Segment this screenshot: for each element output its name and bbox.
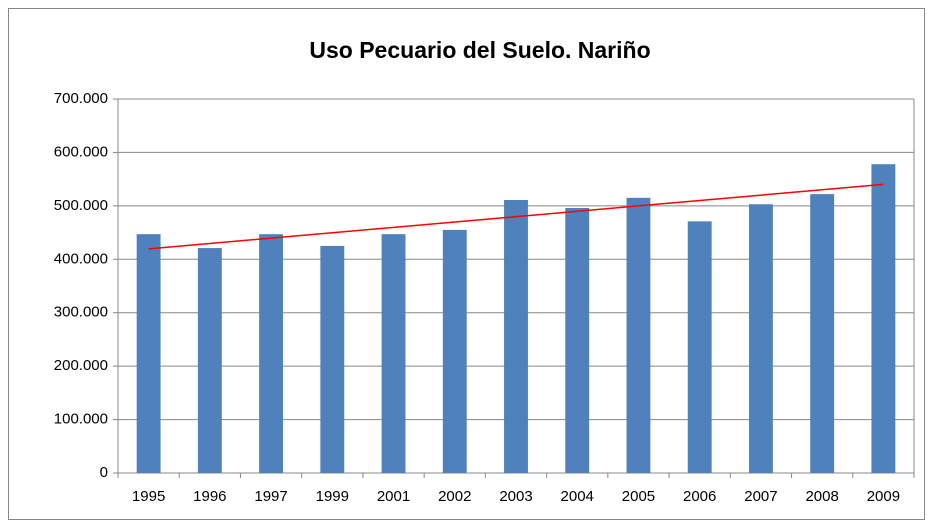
trendline xyxy=(148,183,884,250)
bar xyxy=(197,248,222,473)
y-tick-label: 0 xyxy=(100,464,108,481)
y-tick-label: 500.000 xyxy=(54,197,108,214)
bar xyxy=(504,199,528,474)
x-tick-label: 1997 xyxy=(254,488,287,505)
x-tick-label: 2008 xyxy=(805,488,838,505)
y-tick-label: 400.000 xyxy=(54,250,108,267)
x-tick-label: 2002 xyxy=(438,488,471,505)
bar xyxy=(871,164,896,473)
y-tick-label: 300.000 xyxy=(54,304,108,321)
bar xyxy=(626,197,651,474)
bar xyxy=(381,234,406,473)
x-tick-label: 2004 xyxy=(561,488,594,505)
bar xyxy=(687,221,712,473)
y-tick-label: 100.000 xyxy=(54,411,108,428)
x-tick-label: 1996 xyxy=(193,488,226,505)
x-tick-label: 2009 xyxy=(867,488,900,505)
y-tick-label: 200.000 xyxy=(54,357,108,374)
x-tick-label: 1999 xyxy=(316,488,349,505)
bar xyxy=(748,204,773,474)
x-tick-label: 1995 xyxy=(132,488,165,505)
x-tick-label: 2007 xyxy=(744,488,777,505)
bar xyxy=(442,229,467,473)
bar xyxy=(565,207,590,473)
y-tick-label: 700.000 xyxy=(54,90,108,107)
bar xyxy=(136,234,161,473)
bar xyxy=(810,194,835,474)
x-tick-label: 2006 xyxy=(683,488,716,505)
chart-title: Uso Pecuario del Suelo. Nariño xyxy=(309,37,650,63)
bar xyxy=(320,245,345,473)
y-tick-label: 600.000 xyxy=(54,143,108,160)
x-tick-label: 2005 xyxy=(622,488,655,505)
x-tick-label: 2003 xyxy=(499,488,532,505)
bar xyxy=(259,234,284,473)
x-tick-label: 2001 xyxy=(377,488,410,505)
